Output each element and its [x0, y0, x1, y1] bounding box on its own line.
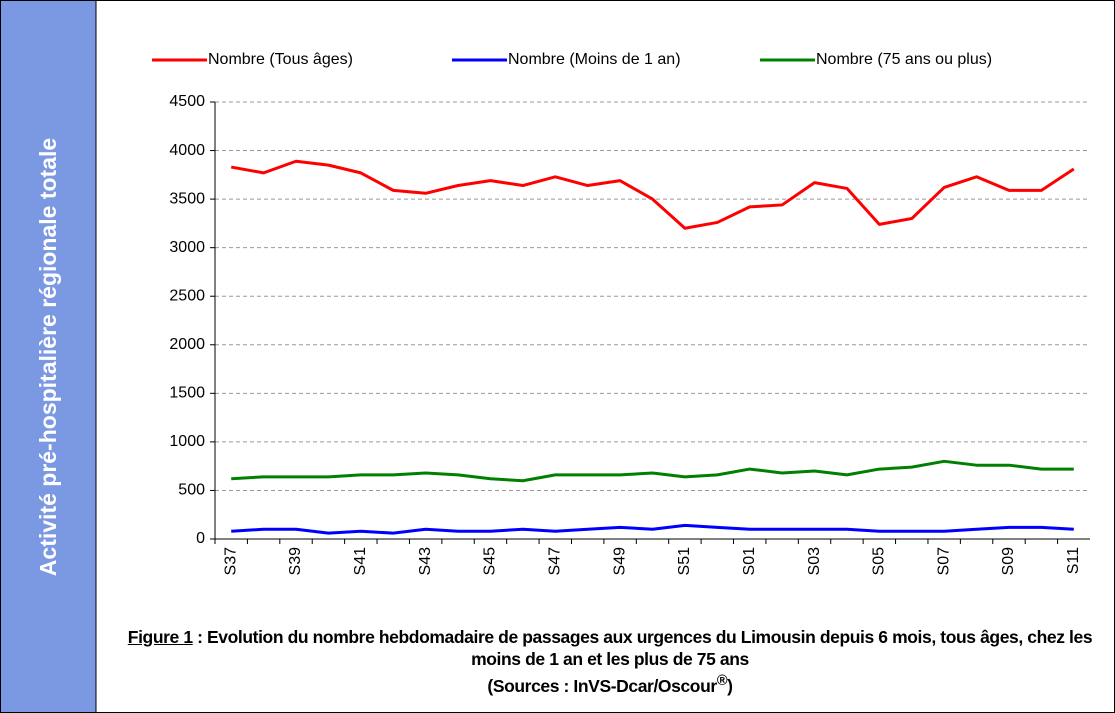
sources-end: ): [727, 675, 733, 696]
x-tick-label: S51: [676, 547, 693, 576]
caption: Figure 1 : Evolution du nombre hebdomada…: [115, 626, 1105, 697]
series-line: [231, 459, 1074, 483]
y-tick-label: 4000: [169, 142, 205, 159]
y-tick-label: 3500: [169, 190, 205, 207]
x-tick-label: S49: [611, 547, 628, 576]
x-tick-label: S09: [1000, 547, 1017, 576]
side-panel: [1, 1, 96, 712]
x-tick-label: S03: [806, 547, 823, 576]
y-tick-label: 2500: [169, 287, 205, 304]
x-tick-label: S01: [741, 547, 758, 576]
series-line: [231, 523, 1074, 535]
series-line: [230, 159, 1075, 230]
y-tick-label: 500: [178, 482, 205, 499]
x-tick-label: S11: [1065, 547, 1082, 574]
y-axis-title: Activité pré-hospitalière régionale tota…: [35, 138, 61, 576]
y-tick-label: 1000: [169, 433, 205, 450]
x-tick-label: S05: [871, 547, 888, 576]
x-tick-label: S39: [287, 547, 304, 576]
x-tick-label: S37: [222, 547, 239, 576]
y-tick-label: 4500: [169, 93, 205, 110]
x-tick-label: S41: [352, 547, 369, 576]
caption-text: : Evolution du nombre hebdomadaire de pa…: [192, 627, 1093, 669]
legend-label: Nombre (Moins de 1 an): [508, 51, 681, 68]
y-tick-label: 2000: [169, 336, 205, 353]
x-tick-label: S47: [546, 547, 563, 576]
x-tick-label: S43: [417, 547, 434, 576]
y-tick-label: 0: [196, 530, 205, 547]
x-tick-label: S45: [482, 547, 499, 576]
legend-label: Nombre (75 ans ou plus): [816, 51, 992, 68]
legend-label: Nombre (Tous âges): [208, 51, 353, 68]
y-tick-label: 1500: [169, 385, 205, 402]
sources-mark: ®: [716, 673, 728, 689]
caption-label: Figure 1: [127, 627, 193, 647]
x-tick-label: S07: [935, 547, 952, 576]
sources: (Sources : InVS-Dcar/Oscour: [487, 675, 717, 696]
y-tick-label: 3000: [169, 239, 205, 256]
